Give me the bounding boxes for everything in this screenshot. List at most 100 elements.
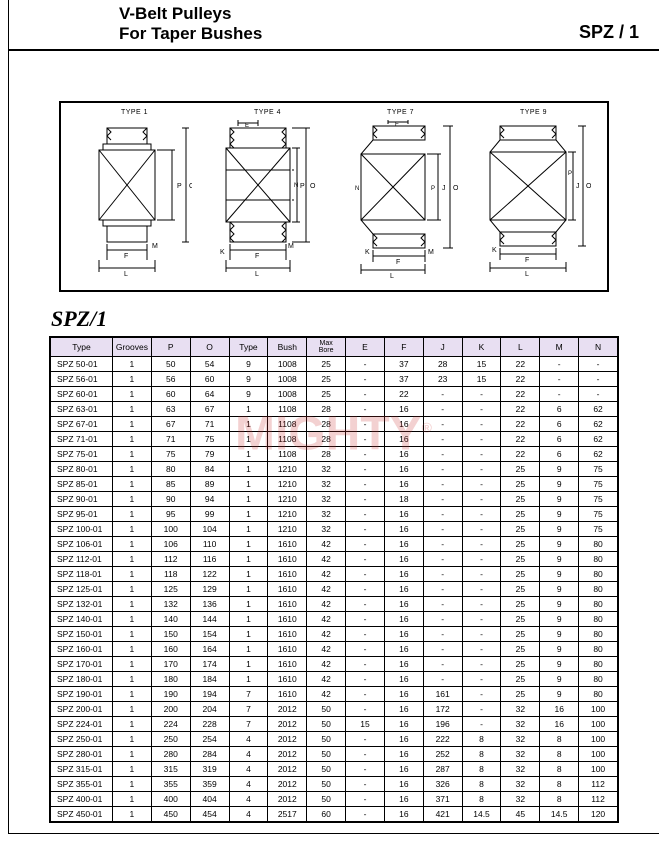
table-header-cell: Grooves	[113, 338, 152, 357]
spec-table: TypeGroovesPOTypeBushMaxBoreEFJKLMN SPZ …	[50, 337, 618, 822]
svg-text:O: O	[453, 185, 458, 192]
table-cell: 4	[229, 732, 268, 747]
table-cell: 112	[151, 552, 190, 567]
table-cell: 16	[384, 717, 423, 732]
table-cell: -	[346, 402, 385, 417]
table-cell: 6	[540, 432, 579, 447]
table-cell: 42	[307, 537, 346, 552]
diagram-type9: TYPE 9 J O P K F	[472, 109, 595, 280]
table-cell: 371	[423, 792, 462, 807]
table-cell: 25	[501, 567, 540, 582]
table-cell: 9	[540, 642, 579, 657]
table-cell: SPZ 125-01	[51, 582, 113, 597]
table-cell: 1008	[268, 387, 307, 402]
table-cell: -	[462, 447, 501, 462]
table-cell: 16	[384, 732, 423, 747]
table-cell: 16	[384, 432, 423, 447]
table-cell: SPZ 60-01	[51, 387, 113, 402]
table-row: SPZ 280-0112802844201250-162528328100	[51, 747, 618, 762]
table-cell: 28	[307, 417, 346, 432]
table-cell: 50	[307, 702, 346, 717]
table-cell: 1610	[268, 657, 307, 672]
table-cell: -	[462, 552, 501, 567]
table-cell: 25	[307, 357, 346, 372]
table-cell: 4	[229, 792, 268, 807]
table-cell: SPZ 118-01	[51, 567, 113, 582]
table-cell: 25	[501, 537, 540, 552]
table-cell: 16	[384, 672, 423, 687]
table-cell: SPZ 224-01	[51, 717, 113, 732]
table-cell: 15	[462, 372, 501, 387]
table-cell: 1	[229, 522, 268, 537]
table-cell: 100	[579, 747, 618, 762]
table-cell: 8	[462, 792, 501, 807]
table-cell: SPZ 80-01	[51, 462, 113, 477]
table-cell: -	[423, 387, 462, 402]
table-cell: 1	[113, 417, 152, 432]
table-cell: 9	[540, 657, 579, 672]
table-cell: 25	[501, 657, 540, 672]
table-cell: 8	[462, 747, 501, 762]
table-cell: 222	[423, 732, 462, 747]
table-cell: 450	[151, 807, 190, 822]
diagram-type7: TYPE 7 E J O P N	[339, 109, 462, 280]
table-cell: 4	[229, 762, 268, 777]
table-cell: 8	[462, 762, 501, 777]
table-cell: 32	[501, 792, 540, 807]
table-cell: -	[346, 492, 385, 507]
table-cell: 140	[151, 612, 190, 627]
table-cell: 45	[501, 807, 540, 822]
table-cell: 7	[229, 687, 268, 702]
table-cell: 2012	[268, 762, 307, 777]
table-row: SPZ 180-0111801841161042-16--25980	[51, 672, 618, 687]
table-cell: 32	[501, 702, 540, 717]
table-cell: 80	[579, 552, 618, 567]
table-cell: 25	[307, 387, 346, 402]
table-cell: SPZ 180-01	[51, 672, 113, 687]
table-cell: 9	[540, 597, 579, 612]
table-cell: 1	[229, 402, 268, 417]
table-row: SPZ 315-0113153194201250-162878328100	[51, 762, 618, 777]
table-cell: 9	[229, 372, 268, 387]
table-header-cell: O	[190, 338, 229, 357]
table-cell: 252	[423, 747, 462, 762]
table-cell: SPZ 400-01	[51, 792, 113, 807]
table-cell: 6	[540, 402, 579, 417]
table-cell: 1	[229, 582, 268, 597]
pulley-diagram-icon: P O F L M	[77, 120, 192, 280]
header-line2: For Taper Bushes	[119, 24, 262, 44]
table-cell: 22	[501, 387, 540, 402]
table-row: SPZ 63-01163671110828-16--22662	[51, 402, 618, 417]
table-cell: 56	[151, 372, 190, 387]
table-cell: 28	[307, 402, 346, 417]
table-cell: 2012	[268, 732, 307, 747]
table-cell: 25	[307, 372, 346, 387]
table-row: SPZ 80-01180841121032-16--25975	[51, 462, 618, 477]
table-cell: -	[462, 657, 501, 672]
table-cell: -	[346, 642, 385, 657]
table-cell: 1	[113, 522, 152, 537]
table-cell: -	[346, 537, 385, 552]
table-row: SPZ 90-01190941121032-18--25975	[51, 492, 618, 507]
table-cell: 42	[307, 642, 346, 657]
table-cell: SPZ 85-01	[51, 477, 113, 492]
table-cell: 1	[113, 672, 152, 687]
table-row: SPZ 450-0114504544251760-1642114.54514.5…	[51, 807, 618, 822]
table-cell: 62	[579, 402, 618, 417]
svg-text:J: J	[576, 183, 580, 190]
table-cell: -	[423, 417, 462, 432]
table-cell: -	[346, 597, 385, 612]
pulley-diagram-icon: J O P K F L	[476, 120, 591, 280]
table-cell: 1	[113, 432, 152, 447]
table-cell: 1108	[268, 432, 307, 447]
table-cell: 42	[307, 597, 346, 612]
table-cell: 160	[151, 642, 190, 657]
table-header-cell: M	[540, 338, 579, 357]
table-cell: -	[462, 492, 501, 507]
table-cell: 9	[540, 687, 579, 702]
table-header-cell: P	[151, 338, 190, 357]
table-cell: -	[346, 417, 385, 432]
table-cell: -	[423, 657, 462, 672]
svg-text:L: L	[124, 271, 128, 278]
table-cell: -	[462, 687, 501, 702]
